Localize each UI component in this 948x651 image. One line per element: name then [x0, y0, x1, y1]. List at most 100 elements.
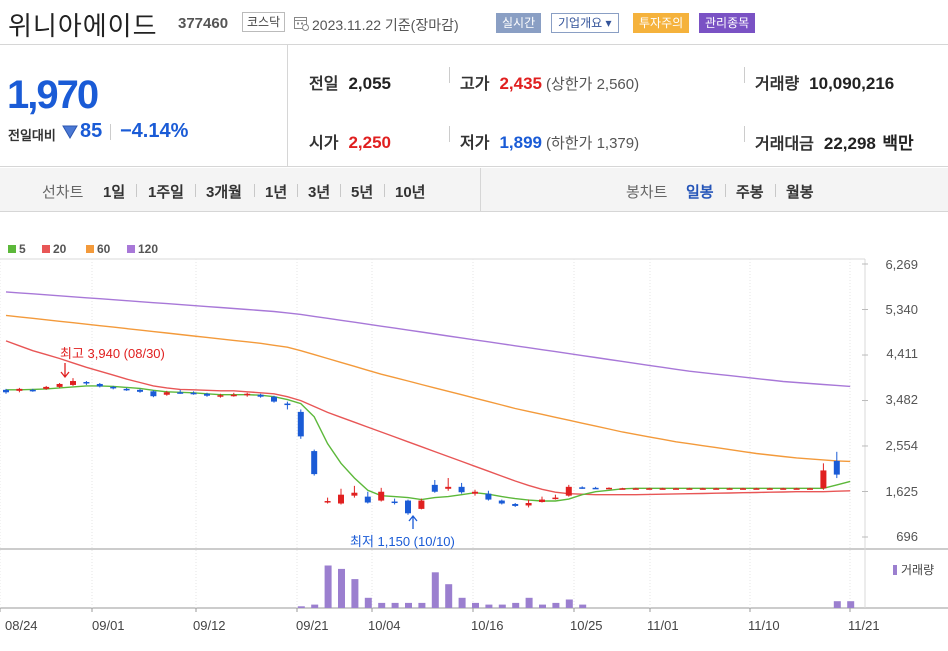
volume-cell: 거래량 10,090,216: [755, 74, 895, 93]
candle-body: [378, 491, 385, 501]
volume-bar: [351, 579, 359, 608]
candle-body: [137, 389, 143, 392]
volume-bar: [485, 604, 493, 608]
candle-body: [458, 486, 465, 493]
volume-bar: [297, 606, 305, 608]
ma60-line: [5, 314, 851, 463]
candle-body: [552, 497, 559, 500]
x-tick-label: 11/21: [848, 618, 880, 633]
y-tick-label: 4,411: [886, 346, 918, 361]
legend-ma60: 60: [86, 242, 110, 256]
stock-code: 377460: [178, 15, 229, 32]
volume-bar: [324, 565, 332, 608]
open-cell: 시가 2,250: [309, 133, 391, 152]
price-summary: 1,970 전일대비 85 −4.14% 전일 2,055 고가 2,435 (상한가…: [0, 45, 948, 167]
candle-body: [592, 487, 599, 490]
toolbar-separator: [340, 184, 341, 197]
volume-bar: [405, 602, 412, 608]
candle-body: [110, 386, 117, 389]
x-tick-label: 10/04: [368, 618, 401, 633]
candle-body: [539, 499, 545, 503]
candle-body: [29, 389, 36, 392]
summary-divider: [287, 45, 288, 167]
candle-body: [659, 488, 666, 490]
candle-body: [190, 392, 197, 395]
period-1d[interactable]: 1일: [103, 184, 126, 201]
period-10y[interactable]: 10년: [395, 184, 426, 201]
down-triangle-icon: [62, 125, 78, 139]
company-overview-dropdown[interactable]: 기업개요 ▾: [551, 13, 619, 33]
high-annotation: 최고 3,940 (08/30): [60, 346, 165, 361]
candle-daily[interactable]: 일봉: [686, 184, 714, 201]
x-tick-label: 11/01: [647, 618, 679, 633]
x-tick-label: 09/21: [296, 618, 329, 633]
period-3y[interactable]: 3년: [308, 184, 331, 201]
current-price: 1,970: [7, 73, 99, 117]
candle-body: [646, 488, 653, 490]
toolbar-divider: [480, 168, 481, 212]
y-tick-label: 3,482: [885, 392, 918, 407]
chart-toolbar: 선차트 1일 1주일 3개월 1년 3년 5년 10년 봉차트 일봉 주봉 월봉: [0, 168, 948, 212]
managed-stock-badge: 관리종목: [699, 13, 756, 33]
candle-body: [726, 488, 733, 490]
realtime-button[interactable]: 실시간: [496, 13, 542, 33]
amount-cell: 거래대금 22,298 백만: [755, 134, 914, 153]
candle-body: [338, 494, 344, 504]
stock-header: 위니아에이드 377460 코스닥 2023.11.22 기준(장마감) 실시간…: [0, 0, 948, 45]
period-3m[interactable]: 3개월: [206, 184, 242, 201]
candle-body: [230, 394, 237, 397]
prev-close-cell: 전일 2,055: [309, 74, 391, 93]
cell-separator: [744, 67, 745, 83]
volume-bar: [512, 602, 520, 608]
candle-body: [311, 451, 318, 475]
y-tick-label: 1,625: [885, 484, 918, 499]
y-tick-label: 5,340: [885, 302, 918, 317]
candle-weekly[interactable]: 주봉: [736, 184, 764, 201]
x-tick-label: 11/10: [748, 618, 780, 633]
candle-body: [807, 488, 813, 490]
candle-body: [673, 488, 679, 490]
candle-body: [96, 383, 103, 387]
volume-bar: [431, 572, 439, 608]
toolbar-separator: [725, 184, 726, 197]
candle-body: [271, 396, 277, 402]
chart-canvas[interactable]: [0, 212, 948, 651]
period-5y[interactable]: 5년: [351, 184, 374, 201]
candle-body: [686, 488, 693, 490]
candle-body: [713, 488, 720, 490]
candle-body: [217, 395, 224, 397]
candle-body: [244, 393, 251, 396]
candle-body: [632, 488, 639, 490]
candle-body: [565, 486, 572, 496]
candle-body: [740, 488, 746, 490]
volume-bar: [418, 602, 426, 608]
volume-bar: [445, 584, 453, 608]
volume-bar: [565, 599, 573, 608]
candle-body: [204, 393, 210, 396]
volume-bar: [311, 604, 319, 608]
change-percent: −4.14%: [120, 120, 189, 142]
legend-ma20: 20: [42, 242, 66, 256]
candle-body: [699, 488, 706, 490]
ma120-line: [5, 291, 851, 388]
volume-bar: [579, 604, 587, 608]
x-tick-label: 10/25: [570, 618, 603, 633]
legend-ma5: 5: [8, 242, 26, 256]
stock-chart[interactable]: 5 20 60 120 6,269 5,340 4,411 3,482 2,55…: [0, 212, 948, 651]
candle-monthly[interactable]: 월봉: [786, 184, 814, 201]
y-tick-label: 2,554: [885, 438, 918, 453]
volume-bar: [338, 568, 345, 608]
candle-body: [445, 486, 452, 489]
base-date: 2023.11.22 기준(장마감): [312, 17, 459, 33]
volume-bar: [364, 597, 372, 608]
period-1y[interactable]: 1년: [265, 184, 288, 201]
candle-body: [512, 503, 519, 506]
period-1w[interactable]: 1주일: [148, 184, 184, 201]
candle-body: [43, 386, 50, 389]
legend-ma120: 120: [127, 242, 158, 256]
candle-body: [177, 392, 184, 394]
low-arrow: [408, 514, 418, 529]
volume-bar: [847, 601, 855, 608]
candle-body: [833, 460, 840, 475]
toolbar-separator: [297, 184, 298, 197]
